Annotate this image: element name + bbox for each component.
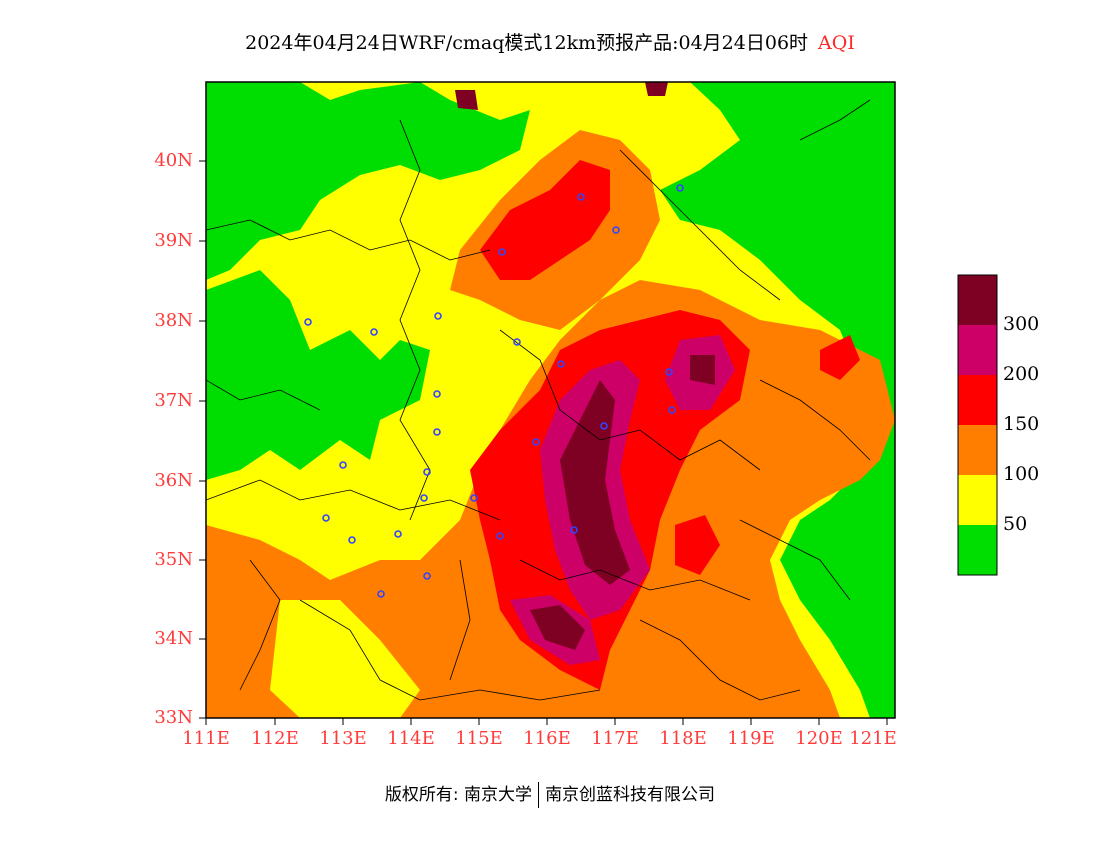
field-maroon-top	[455, 90, 478, 110]
field-green-east	[660, 82, 895, 718]
legend-swatch-5	[958, 275, 997, 325]
field-green-west	[206, 270, 430, 480]
legend-label-100: 100	[1003, 463, 1040, 485]
lat-label-37: 37N	[154, 390, 193, 411]
field-green-corner	[206, 82, 250, 210]
legend-bar	[957, 274, 998, 576]
lon-label-114: 114E	[387, 728, 435, 749]
legend-frame	[957, 274, 998, 576]
lat-label-33: 33N	[154, 707, 193, 728]
lat-label-39: 39N	[154, 230, 193, 251]
legend-swatch-0	[958, 525, 997, 575]
lat-label-38: 38N	[154, 310, 193, 331]
lat-label-40: 40N	[154, 150, 193, 171]
title-main: 2024年04月24日WRF/cmaq模式12km预报产品:04月24日06时	[245, 32, 809, 54]
legend-label-50: 50	[1003, 513, 1028, 535]
lon-label-117: 117E	[591, 728, 639, 749]
lon-label-118: 118E	[659, 728, 707, 749]
lon-label-120: 120E	[795, 728, 843, 749]
field-yellow-south	[270, 600, 420, 718]
legend-label-150: 150	[1003, 413, 1040, 435]
map-frame	[205, 81, 896, 719]
legend-swatch-2	[958, 425, 997, 475]
lon-ticks	[205, 718, 888, 725]
footer-right: 南京创蓝科技有限公司	[545, 785, 716, 805]
field-maroon-ne	[690, 355, 715, 385]
legend-label-200: 200	[1003, 363, 1040, 385]
field-red-east	[820, 335, 860, 380]
map-field	[206, 82, 895, 718]
lon-label-116: 116E	[523, 728, 571, 749]
legend-swatch-3	[958, 375, 997, 425]
boundary-lines	[206, 99, 871, 701]
field-red-spot	[675, 515, 720, 575]
field-orange-sw	[206, 560, 260, 700]
lat-ticks	[199, 160, 206, 719]
legend-label-300: 300	[1003, 313, 1040, 335]
lon-label-115: 115E	[455, 728, 503, 749]
field-maroon-south	[530, 605, 585, 650]
footer-left: 版权所有: 南京大学	[384, 785, 533, 805]
lon-label-112: 112E	[251, 728, 299, 749]
title-variable: AQI	[818, 32, 855, 54]
field-green-nw	[206, 82, 530, 280]
lon-label-121: 121E	[849, 728, 897, 749]
lon-label-111: 111E	[182, 728, 230, 749]
legend-swatch-4	[958, 325, 997, 375]
map-title: 2024年04月24日WRF/cmaq模式12km预报产品:04月24日06时 A…	[0, 28, 1100, 55]
city-markers	[304, 184, 684, 598]
field-red-north	[480, 160, 610, 280]
footer-separator	[538, 782, 540, 808]
lat-label-35: 35N	[154, 549, 193, 570]
lon-label-113: 113E	[319, 728, 367, 749]
field-maroon-core	[560, 380, 630, 585]
legend-swatch-1	[958, 475, 997, 525]
lat-label-34: 34N	[154, 628, 193, 649]
copyright-footer: 版权所有: 南京大学 南京创蓝科技有限公司	[0, 780, 1100, 808]
field-maroon-top2	[645, 82, 668, 96]
lon-label-119: 119E	[727, 728, 775, 749]
lat-label-36: 36N	[154, 470, 193, 491]
